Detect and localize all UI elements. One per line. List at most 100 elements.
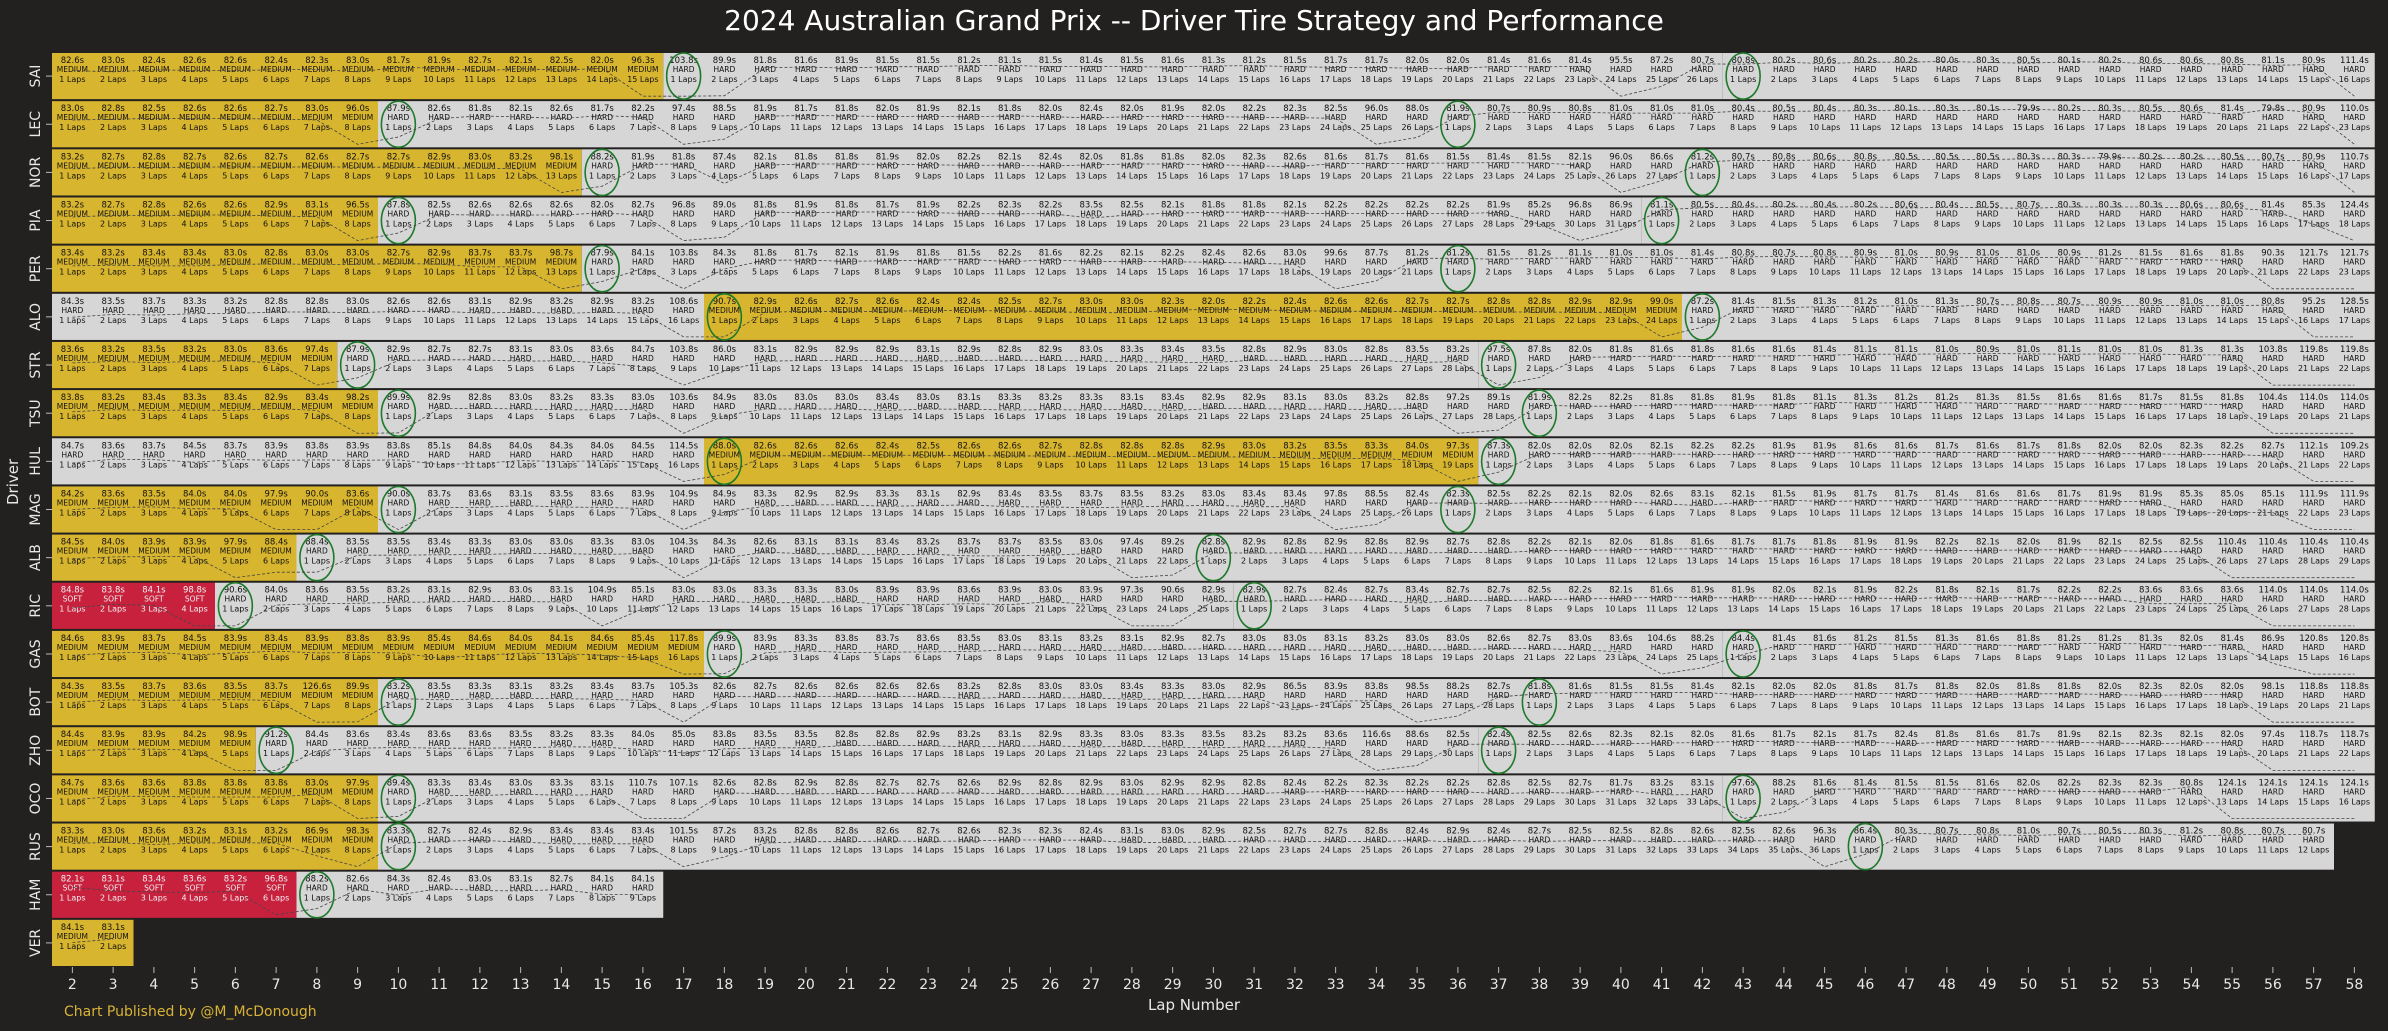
compound-label: HARD: [1854, 258, 1876, 267]
compound-label: MEDIUM: [57, 787, 88, 796]
stint-lap-count: 10 Laps: [1564, 557, 1595, 566]
stint-lap-count: 1 Laps: [671, 75, 697, 84]
stint-lap-count: 14 Laps: [912, 508, 943, 517]
lap-time: 97.4s: [1120, 538, 1144, 548]
stint-lap-count: 19 Laps: [1972, 605, 2003, 614]
compound-label: HARD: [999, 354, 1021, 363]
stint-lap-count: 18 Laps: [2216, 701, 2247, 710]
stint-lap-count: 2 Laps: [711, 75, 737, 84]
stint-lap-count: 9 Laps: [711, 123, 737, 132]
compound-label: HARD: [1610, 836, 1632, 845]
stint-lap-count: 8 Laps: [1526, 605, 1552, 614]
lap-time: 82.3s: [1446, 489, 1470, 499]
stint-lap-count: 8 Laps: [345, 797, 371, 806]
stint-lap-count: 8 Laps: [671, 219, 697, 228]
stint-lap-count: 15 Laps: [953, 797, 984, 806]
lap-time: 80.9s: [1976, 345, 2000, 355]
stint-lap-count: 2 Laps: [100, 557, 126, 566]
stint-lap-count: 4 Laps: [508, 846, 534, 855]
compound-label: HARD: [795, 787, 817, 796]
stint-lap-count: 9 Laps: [711, 508, 737, 517]
compound-label: MEDIUM: [1198, 450, 1229, 459]
compound-label: MEDIUM: [627, 643, 658, 652]
stint-lap-count: 23 Laps: [2339, 268, 2370, 277]
compound-label: HARD: [1365, 65, 1387, 74]
compound-label: MEDIUM: [179, 402, 210, 411]
stint-lap-count: 4 Laps: [1608, 364, 1634, 373]
lap-time: 85.1s: [631, 586, 655, 596]
stint-lap-count: 23 Laps: [1605, 316, 1636, 325]
compound-label: HARD: [2343, 306, 2365, 315]
stint-band-hard: [1722, 630, 2375, 678]
lap-time: 85.4s: [631, 634, 655, 644]
stint-lap-count: 11 Laps: [464, 653, 495, 662]
compound-label: HARD: [876, 498, 898, 507]
lap-time: 83.2s: [1365, 634, 1389, 644]
compound-label: MEDIUM: [138, 547, 169, 556]
stint-lap-count: 12 Laps: [831, 412, 862, 421]
stint-lap-count: 11 Laps: [709, 557, 740, 566]
stint-lap-count: 12 Laps: [1157, 460, 1188, 469]
compound-label: HARD: [1814, 595, 1836, 604]
compound-label: HARD: [2140, 836, 2162, 845]
compound-label: HARD: [1895, 643, 1917, 652]
lap-time: 86.5s: [1283, 682, 1307, 692]
compound-label: HARD: [632, 402, 654, 411]
lap-time: 82.3s: [2180, 441, 2204, 451]
lap-time: 82.9s: [427, 249, 451, 259]
compound-label: HARD: [1569, 498, 1591, 507]
stint-lap-count: 5 Laps: [222, 412, 248, 421]
compound-label: HARD: [713, 65, 735, 74]
compound-label: HARD: [2058, 836, 2080, 845]
stint-lap-count: 14 Laps: [1972, 508, 2003, 517]
compound-label: SOFT: [226, 884, 246, 893]
lap-time: 83.0s: [509, 778, 533, 788]
lap-time: 82.8s: [876, 730, 900, 740]
compound-label: MEDIUM: [220, 498, 251, 507]
compound-label: HARD: [2262, 113, 2284, 122]
compound-label: HARD: [591, 113, 613, 122]
stint-lap-count: 6 Laps: [1852, 219, 1878, 228]
stint-lap-count: 14 Laps: [586, 75, 617, 84]
stint-lap-count: 6 Laps: [589, 797, 615, 806]
compound-label: HARD: [1569, 691, 1591, 700]
compound-label: MEDIUM: [831, 306, 862, 315]
stint-lap-count: 9 Laps: [385, 316, 411, 325]
lap-time: 80.2s: [1772, 56, 1796, 66]
lap-time: 81.0s: [2017, 345, 2041, 355]
compound-label: HARD: [428, 691, 450, 700]
stint-lap-count: 12 Laps: [2176, 797, 2207, 806]
compound-label: SOFT: [144, 595, 164, 604]
lap-time: 80.9s: [2098, 297, 2122, 307]
lap-time: 84.0s: [590, 441, 614, 451]
lap-time: 87.8s: [387, 200, 411, 210]
compound-label: MEDIUM: [913, 306, 944, 315]
lap-time: 82.5s: [1731, 827, 1755, 837]
compound-label: HARD: [387, 498, 409, 507]
stint-lap-count: 9 Laps: [1771, 123, 1797, 132]
